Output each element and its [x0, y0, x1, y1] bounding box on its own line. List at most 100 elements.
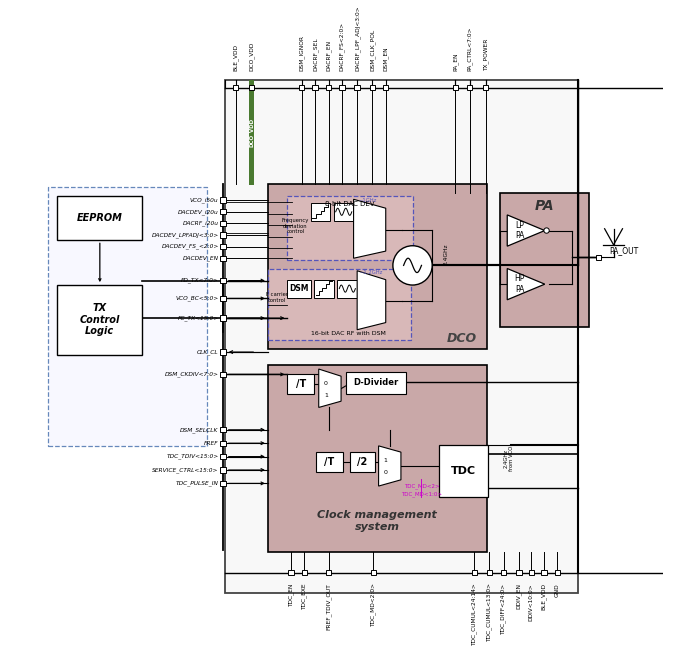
- Text: TDC_MD<2>: TDC_MD<2>: [404, 483, 440, 489]
- Text: 2.4GHz
from VCO: 2.4GHz from VCO: [503, 445, 514, 471]
- Text: DSM_CKDIV<7:0>: DSM_CKDIV<7:0>: [164, 372, 218, 377]
- Polygon shape: [357, 271, 386, 330]
- Text: FC_TX<15:0>: FC_TX<15:0>: [178, 315, 218, 321]
- Bar: [220, 440, 226, 446]
- Circle shape: [393, 246, 432, 285]
- Bar: [220, 244, 226, 249]
- Polygon shape: [508, 269, 545, 300]
- Text: 0: 0: [384, 470, 388, 475]
- Bar: [334, 203, 354, 221]
- Text: FD_TX<7:0>: FD_TX<7:0>: [181, 278, 218, 283]
- Text: DACRF_i20u: DACRF_i20u: [183, 221, 218, 226]
- Text: 0: 0: [324, 381, 328, 386]
- Bar: [249, 85, 254, 90]
- Text: F carrier
control: F carrier control: [266, 292, 288, 303]
- Text: /T: /T: [295, 379, 306, 389]
- Bar: [220, 233, 226, 238]
- Text: BLE_VDD: BLE_VDD: [233, 43, 239, 70]
- Bar: [337, 280, 357, 298]
- Bar: [314, 280, 334, 298]
- Bar: [220, 315, 226, 321]
- Text: DCO_VDD: DCO_VDD: [249, 41, 255, 70]
- Text: TX_POWER: TX_POWER: [483, 38, 489, 70]
- Bar: [268, 184, 486, 350]
- Bar: [288, 570, 294, 576]
- Text: HP
PA: HP PA: [514, 275, 525, 294]
- Text: VCO_BC<5:0>: VCO_BC<5:0>: [176, 296, 218, 302]
- Text: SERVICE_CTRL<15:0>: SERVICE_CTRL<15:0>: [153, 467, 218, 473]
- Bar: [467, 85, 473, 90]
- Text: DACDEV_i20u: DACDEV_i20u: [178, 209, 218, 215]
- Text: /2: /2: [358, 457, 368, 467]
- Text: DACRF_SEL: DACRF_SEL: [312, 37, 318, 70]
- Bar: [340, 85, 344, 90]
- Text: BLE_VDD: BLE_VDD: [541, 583, 547, 610]
- Text: D-Divider: D-Divider: [354, 378, 398, 388]
- Bar: [299, 85, 304, 90]
- Text: TX
Control
Logic: TX Control Logic: [80, 304, 120, 336]
- Bar: [268, 269, 411, 340]
- Text: CLK_CL: CLK_CL: [197, 350, 218, 355]
- Text: DSM_EN: DSM_EN: [383, 46, 389, 70]
- Bar: [370, 85, 375, 90]
- Bar: [483, 85, 489, 90]
- Text: DCO_VDD: DCO_VDD: [248, 118, 255, 147]
- Text: TDC_TDIV<15:0>: TDC_TDIV<15:0>: [167, 454, 218, 459]
- Text: ~1GHz: ~1GHz: [358, 198, 377, 202]
- Bar: [354, 85, 360, 90]
- Text: DSM_IGNOR: DSM_IGNOR: [299, 35, 304, 70]
- Text: EEPROM: EEPROM: [77, 213, 122, 223]
- Text: DDIV<10:0>: DDIV<10:0>: [529, 583, 534, 621]
- Polygon shape: [318, 369, 341, 407]
- Text: DDIV_EN: DDIV_EN: [516, 583, 522, 610]
- Bar: [233, 85, 238, 90]
- Bar: [288, 280, 311, 298]
- Text: DACDEV_EN: DACDEV_EN: [183, 256, 218, 261]
- Text: Frequency
deviation
control: Frequency deviation control: [282, 217, 309, 235]
- Bar: [220, 256, 226, 261]
- Text: DACDEV_LPFADJ<3:0>: DACDEV_LPFADJ<3:0>: [151, 232, 218, 238]
- Text: ~1.2GHz: ~1.2GHz: [360, 270, 383, 275]
- Text: 1: 1: [384, 458, 388, 463]
- Text: PA: PA: [535, 198, 554, 212]
- Bar: [220, 278, 226, 283]
- Bar: [48, 187, 207, 446]
- Text: FREF: FREF: [204, 441, 218, 445]
- Bar: [288, 374, 314, 394]
- Text: DACDEV_FS_<2:0>: DACDEV_FS_<2:0>: [162, 244, 218, 250]
- Bar: [220, 221, 226, 226]
- Bar: [220, 209, 226, 214]
- Bar: [288, 196, 412, 260]
- Bar: [220, 467, 226, 472]
- Text: GND: GND: [555, 583, 560, 597]
- Bar: [500, 193, 589, 327]
- Text: FREF_TDIV_OUT: FREF_TDIV_OUT: [326, 583, 331, 630]
- Bar: [350, 452, 375, 472]
- Bar: [528, 570, 534, 576]
- Bar: [554, 570, 560, 576]
- Bar: [220, 350, 226, 355]
- Text: DSM_CLK_POL: DSM_CLK_POL: [370, 28, 375, 70]
- Text: 8-bit DAC DEV: 8-bit DAC DEV: [326, 201, 374, 207]
- Bar: [312, 85, 318, 90]
- Bar: [316, 452, 343, 472]
- Text: DACRF_LPF_ADJ<3:0>: DACRF_LPF_ADJ<3:0>: [354, 5, 360, 70]
- Bar: [249, 79, 254, 185]
- Text: TDC_MD<1:0>: TDC_MD<1:0>: [401, 491, 442, 497]
- Text: DSM_SELCLK: DSM_SELCLK: [181, 427, 218, 432]
- Bar: [220, 372, 226, 377]
- Text: PA_EN: PA_EN: [453, 52, 459, 70]
- Bar: [541, 570, 547, 576]
- Bar: [225, 79, 578, 593]
- Bar: [220, 198, 226, 203]
- Bar: [57, 196, 142, 240]
- Bar: [220, 427, 226, 432]
- Text: LP
PA: LP PA: [515, 221, 524, 240]
- Bar: [501, 570, 506, 576]
- Text: 2.4GHz: 2.4GHz: [443, 243, 448, 265]
- Polygon shape: [379, 446, 401, 486]
- Text: PA_CTRL<7:0>: PA_CTRL<7:0>: [467, 26, 473, 70]
- Text: TDC: TDC: [452, 466, 477, 476]
- Text: TDC_DIFF<24:0>: TDC_DIFF<24:0>: [500, 583, 507, 635]
- Text: DACRF_FS<2:0>: DACRF_FS<2:0>: [339, 22, 345, 70]
